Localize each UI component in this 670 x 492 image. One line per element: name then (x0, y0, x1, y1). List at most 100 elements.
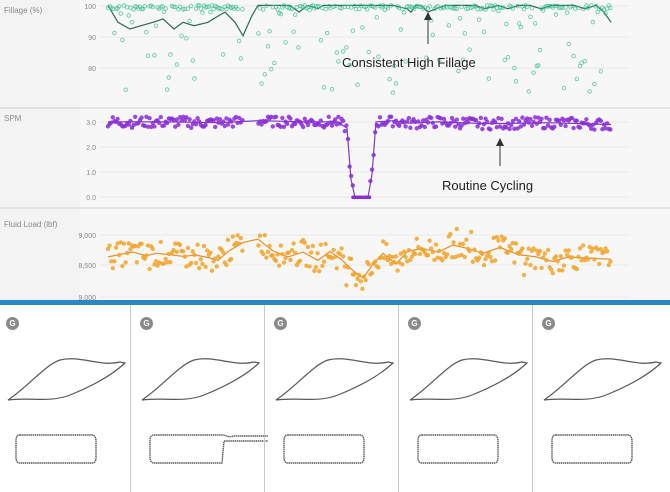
charts-svg: Fillage (%) 100 90 80 Consistent High Fillag… (0, 3, 670, 305)
data-point (366, 262, 371, 267)
data-point (598, 246, 603, 252)
data-point (272, 60, 277, 66)
card-badge-icon: G (542, 317, 555, 330)
data-point (557, 118, 562, 123)
data-point (553, 254, 559, 259)
data-point (264, 255, 269, 260)
data-point (185, 123, 191, 129)
data-point (293, 12, 298, 17)
data-point (291, 29, 296, 34)
data-point (529, 5, 535, 11)
data-point (337, 251, 343, 257)
data-point (352, 272, 357, 277)
data-point (333, 254, 338, 259)
data-point (301, 124, 306, 130)
data-point (369, 270, 375, 276)
data-point (195, 115, 200, 121)
data-point (236, 115, 242, 121)
data-point (341, 118, 346, 124)
data-point (525, 256, 530, 262)
data-point (344, 283, 349, 288)
data-point (182, 254, 187, 259)
data-point (521, 6, 527, 12)
data-point (128, 247, 133, 252)
data-point (563, 5, 568, 10)
data-point (262, 72, 267, 77)
data-point (469, 229, 474, 235)
data-point (384, 241, 389, 247)
data-point (208, 250, 213, 255)
data-point (470, 259, 475, 264)
data-point (505, 250, 511, 255)
data-point (192, 76, 197, 81)
data-point (424, 55, 429, 60)
data-point (537, 47, 543, 53)
panel-1: Fillage (%) 100 90 80 Consistent High Fillag… (4, 3, 630, 95)
data-point (523, 261, 528, 266)
data-point (163, 6, 168, 11)
data-point (350, 183, 355, 188)
data-point (576, 5, 581, 11)
data-point (345, 265, 351, 270)
data-point (174, 62, 179, 67)
data-point (270, 124, 275, 129)
data-point (269, 66, 274, 72)
data-point (392, 259, 397, 265)
data-point (525, 4, 530, 9)
downhole-card-curve (149, 434, 268, 464)
data-point (220, 119, 226, 124)
data-point (513, 116, 519, 121)
data-point (472, 247, 477, 252)
data-point (261, 251, 266, 257)
data-point (325, 30, 330, 36)
data-point (549, 267, 554, 272)
data-point (310, 243, 315, 249)
tick-label: 3.0 (86, 120, 96, 127)
data-point (507, 126, 512, 132)
data-point (201, 243, 207, 249)
data-point (520, 246, 525, 251)
data-point (456, 68, 461, 74)
data-point (459, 123, 464, 128)
data-point (416, 244, 421, 250)
data-point (552, 124, 557, 129)
data-point (349, 256, 354, 262)
data-point (563, 123, 568, 129)
data-point (161, 123, 167, 128)
data-point (360, 286, 365, 291)
data-point (448, 231, 453, 237)
data-point (499, 234, 504, 239)
data-point (389, 3, 394, 8)
data-point (521, 272, 527, 278)
data-point (134, 260, 139, 265)
data-point (414, 236, 419, 241)
data-point (416, 119, 421, 124)
data-point (185, 6, 191, 11)
data-point (571, 125, 576, 131)
data-point (166, 75, 171, 80)
data-point (462, 254, 467, 260)
data-point (528, 116, 533, 122)
data-point (417, 251, 423, 257)
data-point (395, 268, 400, 273)
data-point (204, 248, 210, 253)
data-point (565, 10, 570, 15)
data-point (358, 279, 363, 284)
data-point (592, 257, 597, 262)
data-point (283, 40, 288, 45)
data-point (497, 245, 503, 250)
data-point (566, 248, 571, 253)
data-point (427, 4, 432, 9)
data-point (193, 260, 199, 266)
data-point (198, 257, 203, 262)
tick-label: 9,000 (78, 233, 96, 240)
data-point (565, 252, 570, 257)
data-point (529, 123, 535, 128)
data-point (278, 243, 283, 248)
data-point (531, 246, 536, 251)
data-point (401, 10, 407, 15)
tick-label: 80 (88, 66, 96, 73)
data-point (461, 241, 466, 247)
data-point (429, 246, 434, 251)
